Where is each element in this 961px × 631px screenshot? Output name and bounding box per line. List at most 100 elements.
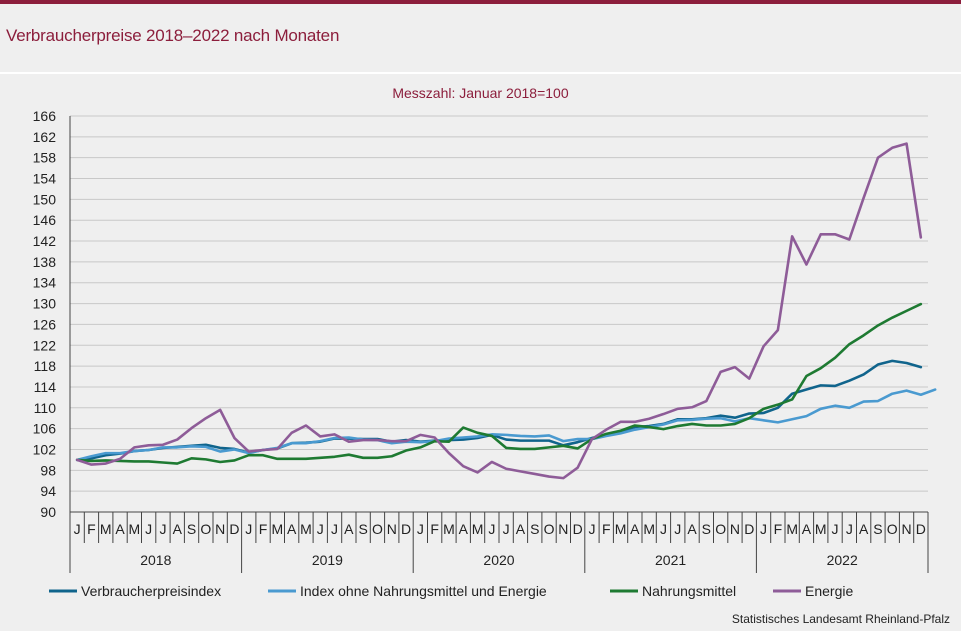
month-label: J [832,521,839,537]
header-divider [0,72,961,74]
month-label: F [774,521,783,537]
page-title: Verbraucherpreise 2018–2022 nach Monaten [6,26,340,45]
y-tick-label: 94 [40,483,56,499]
month-label: O [715,521,726,537]
month-label: M [643,521,655,537]
y-tick-label: 102 [33,441,57,457]
month-label: O [372,521,383,537]
year-label: 2021 [655,552,686,568]
y-tick-label: 122 [33,337,57,353]
month-label: S [702,521,711,537]
month-label: A [287,521,297,537]
month-label: J [760,521,767,537]
series-line [75,388,937,462]
month-label: J [674,521,681,537]
month-label: N [901,521,911,537]
legend-label: Nahrungsmittel [642,583,736,599]
month-label: M [443,521,455,537]
series-lines [75,142,937,480]
month-label: J [588,521,595,537]
y-tick-label: 110 [34,400,57,416]
month-label: A [459,521,469,537]
month-label: N [558,521,568,537]
month-label: M [272,521,284,537]
year-label: 2019 [312,552,343,568]
month-label: S [358,521,367,537]
month-label: A [859,521,869,537]
month-label: J [488,521,495,537]
month-label: F [430,521,439,537]
month-label: A [630,521,640,537]
y-tick-label: 98 [40,462,56,478]
legend: Verbraucherpreisindex Index ohne Nahrungs… [49,583,853,599]
month-label: D [916,521,926,537]
y-tick-label: 106 [33,421,57,437]
month-label: J [145,521,152,537]
month-label: O [200,521,211,537]
y-tick-label: 138 [33,254,57,270]
y-tick-label: 114 [34,379,57,395]
month-label: M [786,521,798,537]
y-tick-label: 134 [33,275,57,291]
month-label: D [573,521,583,537]
month-label: J [159,521,166,537]
month-label: J [331,521,338,537]
month-label: N [730,521,740,537]
month-label: O [887,521,898,537]
month-label: M [129,521,141,537]
month-label: J [317,521,324,537]
year-label: 2018 [140,552,171,568]
month-label: O [544,521,555,537]
month-label: D [744,521,754,537]
month-label: A [802,521,812,537]
month-label: J [245,521,252,537]
source-credit: Statistisches Landesamt Rheinland-Pfalz [731,612,950,626]
chart-subtitle: Messzahl: Januar 2018=100 [392,85,569,101]
y-tick-label: 166 [33,108,57,124]
month-label: J [417,521,424,537]
month-label: A [115,521,125,537]
y-tick-label: 150 [33,191,57,207]
y-tick-label: 154 [33,171,57,187]
y-tick-label: 158 [33,150,57,166]
legend-label: Verbraucherpreisindex [81,583,221,599]
series-line [75,359,923,462]
y-tick-label: 130 [33,296,57,312]
month-label: A [344,521,354,537]
month-label: N [215,521,225,537]
month-label: M [100,521,112,537]
y-tick-label: 162 [33,129,57,145]
month-label: M [815,521,827,537]
y-tick-label: 126 [33,316,57,332]
month-label: S [187,521,196,537]
series-line [75,302,923,465]
grid-lines [70,115,928,513]
month-label: J [74,521,81,537]
month-label: A [687,521,697,537]
month-label: F [259,521,268,537]
year-label: 2020 [483,552,514,568]
month-label: M [472,521,484,537]
month-label: A [173,521,183,537]
legend-label: Index ohne Nahrungsmittel und Energie [300,583,547,599]
y-tick-label: 146 [33,212,57,228]
y-tick-label: 142 [33,233,57,249]
month-label: N [387,521,397,537]
month-label: M [300,521,312,537]
month-label: J [846,521,853,537]
month-label: F [87,521,96,537]
y-tick-label: 118 [34,358,57,374]
year-label: 2022 [827,552,858,568]
y-tick-label: 90 [40,504,56,520]
month-label: M [615,521,627,537]
y-axis: 90 94 98 102 106 110 114 118 122 126 130 134 138 142 1… [33,108,71,520]
month-label: D [401,521,411,537]
month-label: J [660,521,667,537]
month-label: F [602,521,611,537]
top-accent-bar [0,0,961,4]
month-label: S [530,521,539,537]
month-label: J [503,521,510,537]
series-line [75,142,923,480]
